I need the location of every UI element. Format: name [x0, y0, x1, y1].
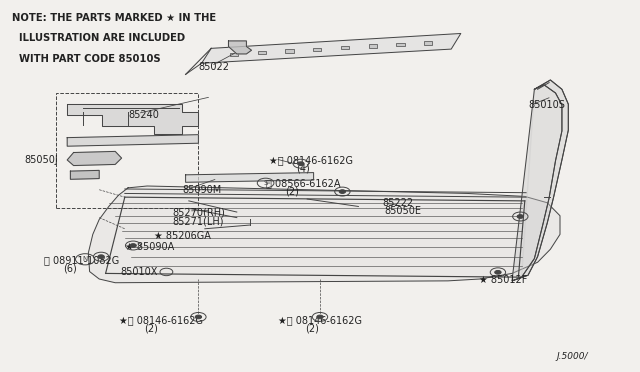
Text: ★ 85090A: ★ 85090A — [125, 243, 174, 252]
Text: (6): (6) — [63, 264, 76, 273]
Bar — [258, 51, 266, 54]
Polygon shape — [88, 186, 560, 283]
Bar — [285, 49, 294, 52]
Bar — [230, 52, 238, 56]
Polygon shape — [512, 80, 568, 281]
Text: ★ 85012F: ★ 85012F — [479, 275, 527, 285]
Text: 85010X: 85010X — [120, 267, 157, 277]
Text: 85222: 85222 — [383, 198, 414, 208]
Polygon shape — [70, 170, 99, 179]
Text: ★Ⓑ 08146-6162G: ★Ⓑ 08146-6162G — [269, 155, 353, 165]
Polygon shape — [67, 151, 122, 166]
Text: 85271(LH): 85271(LH) — [173, 217, 224, 226]
Text: 85090M: 85090M — [182, 185, 221, 195]
Text: 85022: 85022 — [198, 62, 229, 72]
Circle shape — [298, 162, 304, 166]
Text: N: N — [83, 256, 88, 262]
Text: 85050E: 85050E — [384, 206, 421, 216]
Circle shape — [195, 315, 202, 319]
Text: 85050J: 85050J — [24, 155, 58, 165]
Bar — [313, 48, 321, 51]
Text: Ⓝ 08911-1082G: Ⓝ 08911-1082G — [44, 256, 119, 265]
Bar — [369, 44, 377, 48]
Circle shape — [317, 315, 323, 319]
Polygon shape — [67, 104, 198, 134]
Text: WITH PART CODE 85010S: WITH PART CODE 85010S — [12, 54, 160, 64]
Text: ★Ⓑ 08146-6162G: ★Ⓑ 08146-6162G — [119, 315, 203, 325]
Circle shape — [517, 215, 524, 218]
Text: (2): (2) — [305, 323, 319, 333]
Polygon shape — [202, 33, 461, 63]
Text: ★ 85206GA: ★ 85206GA — [154, 231, 211, 241]
Bar — [424, 41, 433, 45]
Text: S: S — [264, 180, 268, 186]
Bar — [56, 93, 198, 208]
Polygon shape — [67, 135, 198, 146]
Text: ILLUSTRATION ARE INCLUDED: ILLUSTRATION ARE INCLUDED — [12, 33, 185, 44]
Text: (4): (4) — [296, 163, 309, 173]
Text: NOTE: THE PARTS MARKED ★ IN THE: NOTE: THE PARTS MARKED ★ IN THE — [12, 13, 216, 23]
Text: (2): (2) — [144, 323, 158, 333]
Polygon shape — [228, 41, 252, 54]
Bar — [341, 46, 349, 49]
Text: Ⓢ 08566-6162A: Ⓢ 08566-6162A — [266, 179, 340, 188]
Text: 85240: 85240 — [128, 110, 159, 120]
Text: ★Ⓑ 08146-6162G: ★Ⓑ 08146-6162G — [278, 315, 362, 325]
Circle shape — [339, 190, 346, 193]
Polygon shape — [186, 173, 314, 182]
Text: 85270(RH): 85270(RH) — [173, 207, 226, 217]
Circle shape — [495, 270, 501, 274]
Text: 85010S: 85010S — [529, 100, 566, 110]
Text: J.5000/: J.5000/ — [557, 352, 588, 361]
Circle shape — [98, 255, 104, 259]
Text: (2): (2) — [285, 187, 299, 196]
Bar — [396, 43, 404, 46]
Circle shape — [130, 244, 136, 247]
